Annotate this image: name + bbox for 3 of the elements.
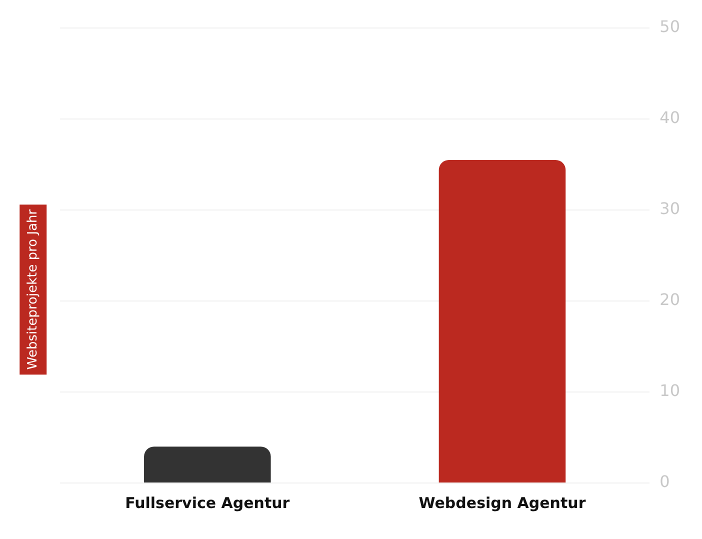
y-axis-title: Websiteprojekte pro Jahr: [20, 204, 47, 374]
x-tick-label: Fullservice Agentur: [125, 494, 290, 512]
x-tick-label: Webdesign Agentur: [418, 494, 586, 512]
